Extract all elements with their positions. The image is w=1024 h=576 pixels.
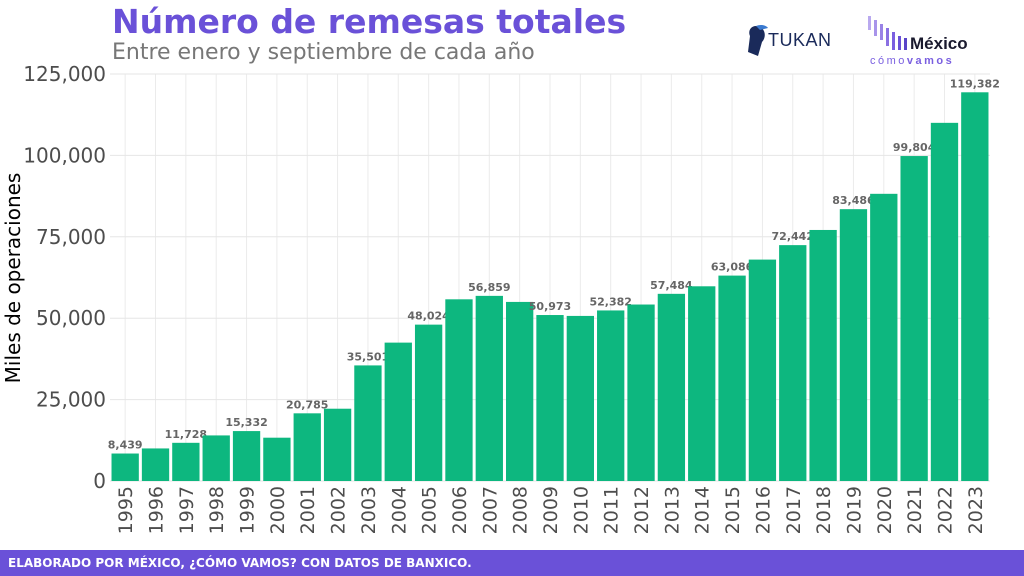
- data-label: 8,439: [108, 439, 143, 452]
- bar-chart: 0 25,000 50,000 75,000 100,000 125,000 Miles d…: [1, 62, 1000, 534]
- footer-bar: ELABORADO POR MÉXICO, ¿CÓMO VAMOS? CON D…: [0, 550, 1024, 576]
- bar: [232, 431, 261, 481]
- bar: [323, 408, 352, 481]
- bar: [536, 315, 564, 481]
- x-tick-label: 1997: [176, 486, 198, 534]
- x-tick-label: 2007: [479, 486, 501, 534]
- bar: [566, 315, 594, 481]
- bar: [688, 286, 716, 481]
- x-tick-label: 2021: [904, 486, 926, 534]
- bar: [930, 122, 959, 481]
- bar: [627, 304, 655, 481]
- bar: [111, 453, 139, 481]
- bar: [414, 324, 443, 481]
- x-tick-label: 2012: [631, 486, 653, 534]
- x-tick-label: 1999: [237, 486, 259, 534]
- x-tick-label: 2002: [328, 486, 350, 534]
- mexico-como-vamos-logo: México cómovamos: [866, 14, 986, 70]
- chart-title: Número de remesas totales: [112, 2, 627, 41]
- x-tick-label: 2018: [813, 486, 835, 534]
- footer-source-text: ELABORADO POR MÉXICO, ¿CÓMO VAMOS? CON D…: [8, 556, 472, 570]
- y-tick-label: 50,000: [36, 306, 106, 330]
- x-tick-label: 2014: [692, 486, 714, 534]
- x-tick-label: 1996: [146, 486, 168, 534]
- data-label: 63,086: [711, 261, 754, 274]
- bar: [900, 156, 928, 481]
- x-tick-label: 2005: [419, 486, 441, 534]
- data-label: 48,024: [407, 310, 450, 323]
- bar: [354, 365, 382, 481]
- bar: [839, 209, 868, 481]
- x-tick-label: 1995: [115, 486, 137, 534]
- y-tick-label: 25,000: [36, 388, 106, 412]
- x-tick-label: 2017: [783, 486, 805, 534]
- data-label: 99,804: [893, 141, 936, 154]
- y-tick-label: 0: [93, 469, 106, 493]
- logo-como-vamos-text: cómovamos: [870, 55, 954, 67]
- data-label: 35,501: [347, 350, 389, 363]
- logo-vamos-word: vamos: [906, 55, 955, 67]
- data-label: 50,973: [529, 300, 571, 313]
- data-label: 83,486: [832, 194, 875, 207]
- bar: [263, 437, 291, 481]
- x-tick-label: 2016: [752, 486, 774, 534]
- x-tick-label: 2022: [934, 486, 956, 534]
- logo-mexico-text: México: [910, 34, 968, 53]
- x-tick-label: 1998: [206, 486, 228, 534]
- x-tick-label: 2023: [965, 486, 987, 534]
- data-label: 119,382: [950, 77, 1000, 90]
- data-label: 15,332: [225, 416, 267, 429]
- bar: [141, 448, 170, 481]
- x-tick-label: 2008: [510, 486, 532, 534]
- bars-icon: [868, 16, 907, 50]
- bar: [384, 342, 412, 481]
- bar: [445, 299, 473, 481]
- bar: [961, 92, 989, 481]
- x-tick-label: 2006: [449, 486, 471, 534]
- data-label: 56,859: [468, 281, 510, 294]
- logo-como-word: cómo: [870, 55, 907, 67]
- y-axis-title: Miles de operaciones: [1, 173, 25, 384]
- bar: [597, 310, 625, 481]
- bar: [293, 413, 321, 481]
- bar: [809, 229, 837, 481]
- x-tick-label: 2001: [297, 486, 319, 534]
- data-label: 72,442: [772, 230, 814, 243]
- x-tick-label: 2009: [540, 486, 562, 534]
- bar: [657, 293, 686, 481]
- y-tick-label: 125,000: [23, 62, 106, 86]
- data-label: 52,382: [589, 295, 631, 308]
- x-tick-label: 2015: [722, 486, 744, 534]
- x-tick-label: 2020: [874, 486, 896, 534]
- bar: [506, 301, 534, 481]
- data-label: 11,728: [165, 428, 207, 441]
- bar: [202, 435, 230, 481]
- x-tick-label: 2003: [358, 486, 380, 534]
- data-label: 57,484: [650, 279, 693, 292]
- y-tick-label: 100,000: [23, 143, 106, 167]
- y-tick-label: 75,000: [36, 225, 106, 249]
- x-tick-label: 2010: [570, 486, 592, 534]
- bar: [779, 245, 807, 481]
- bar: [475, 295, 503, 481]
- bar: [748, 259, 777, 481]
- bar: [172, 442, 200, 481]
- data-label: 20,785: [286, 398, 328, 411]
- tukan-wordmark: TUKAN: [768, 30, 832, 50]
- toucan-icon: [748, 24, 768, 56]
- x-tick-label: 2000: [267, 486, 289, 534]
- x-tick-label: 2019: [843, 486, 865, 534]
- x-tick-label: 2013: [661, 486, 683, 534]
- x-tick-label: 2004: [388, 486, 410, 534]
- chart-subtitle: Entre enero y septiembre de cada año: [112, 40, 535, 65]
- bar: [870, 193, 898, 481]
- tukan-logo: TUKAN: [746, 22, 846, 58]
- bar: [718, 275, 746, 481]
- x-tick-label: 2011: [601, 486, 623, 534]
